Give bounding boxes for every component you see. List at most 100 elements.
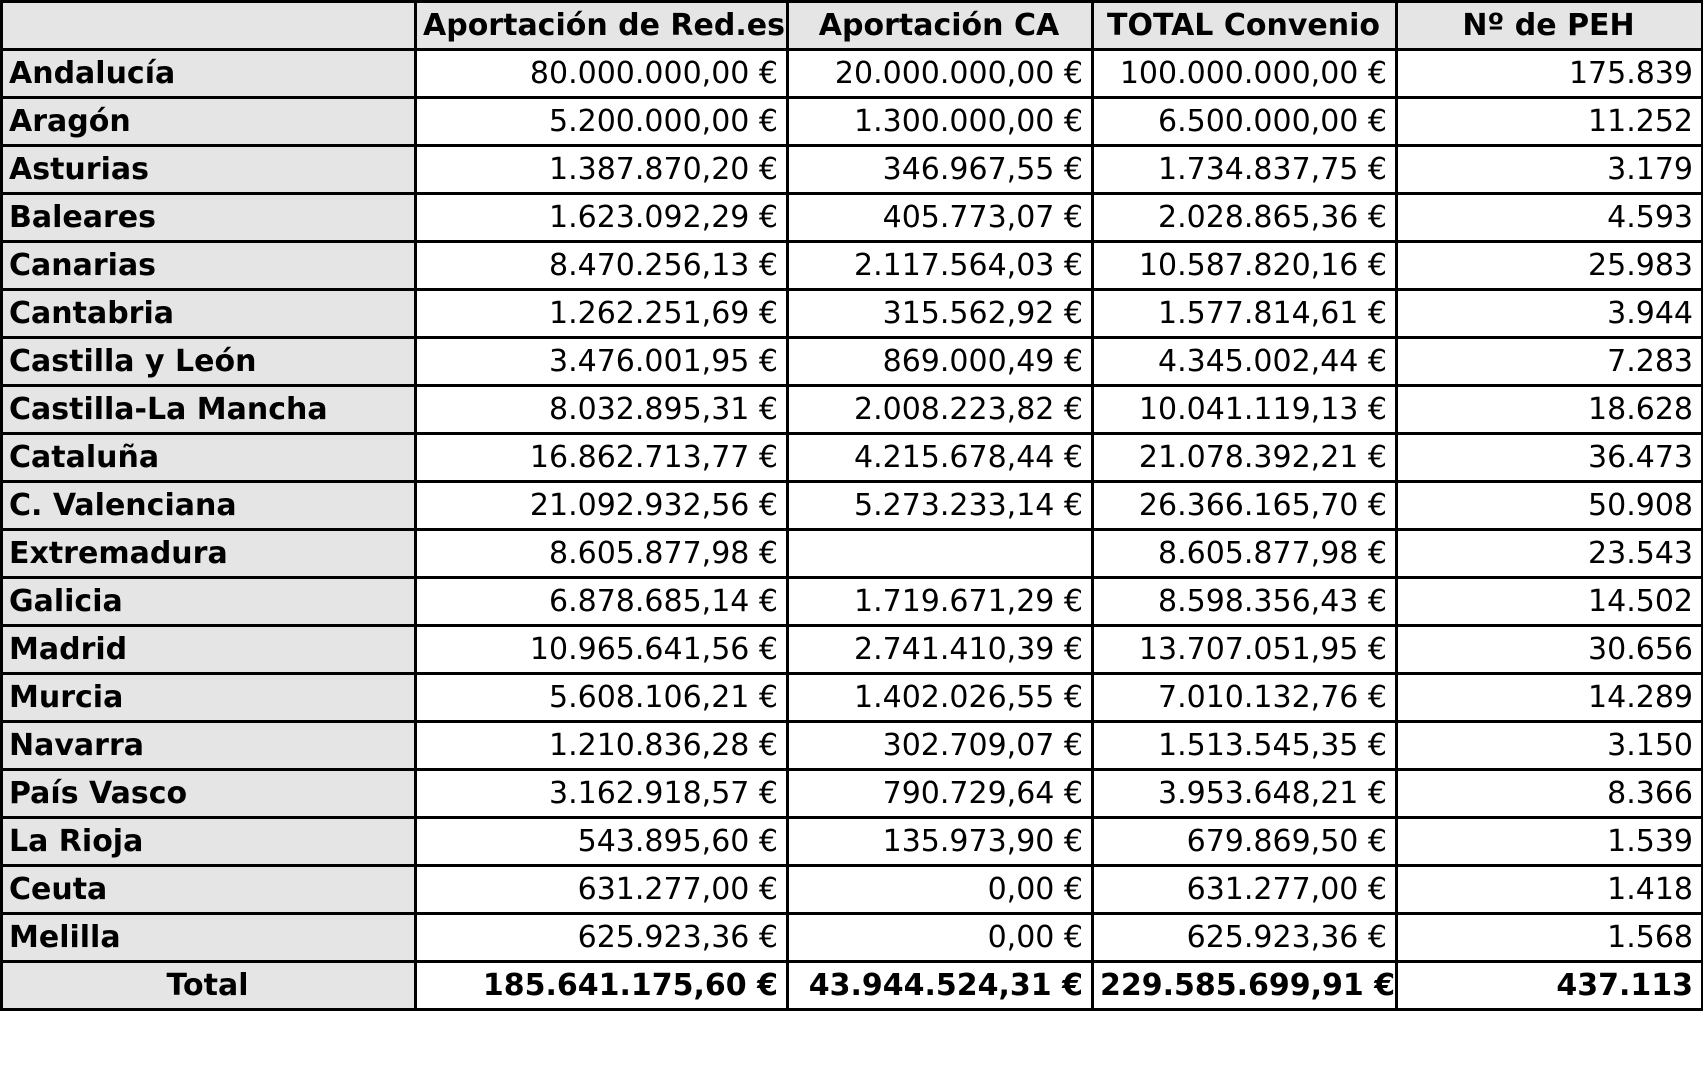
- table-row: La Rioja 543.895,60 €135.973,90 €679.869,…: [0, 816, 1703, 867]
- num-peh-cell: 1.539: [1395, 816, 1703, 867]
- region-name-cell: Asturias: [0, 144, 417, 195]
- num-peh-cell: 7.283: [1395, 336, 1703, 387]
- region-name-cell: Aragón: [0, 96, 417, 147]
- total-convenio-cell: 8.598.356,43 €: [1091, 576, 1398, 627]
- num-peh-cell: 11.252: [1395, 96, 1703, 147]
- num-peh-cell: 25.983: [1395, 240, 1703, 291]
- table-row: Cataluña 16.862.713,77 €4.215.678,44 €21.…: [0, 432, 1703, 483]
- red-es-cell: 631.277,00 €: [414, 864, 789, 915]
- red-es-cell: 8.032.895,31 €: [414, 384, 789, 435]
- region-name-cell: Extremadura: [0, 528, 417, 579]
- red-es-cell: 5.200.000,00 €: [414, 96, 789, 147]
- header-aportacion-ca: Aportación CA: [786, 0, 1094, 51]
- num-peh-cell: 1.418: [1395, 864, 1703, 915]
- header-row: Aportación de Red.es Aportación CA TOTAL…: [0, 0, 1703, 51]
- aportacion-ca-cell: 869.000,49 €: [786, 336, 1094, 387]
- aportacion-ca-cell: [786, 528, 1094, 579]
- aportacion-ca-cell: 0,00 €: [786, 864, 1094, 915]
- total-convenio-cell: 10.041.119,13 €: [1091, 384, 1398, 435]
- region-name-cell: Navarra: [0, 720, 417, 771]
- total-convenio-cell: 13.707.051,95 €: [1091, 624, 1398, 675]
- table-row: Andalucía 80.000.000,00 €20.000.000,00 €1…: [0, 48, 1703, 99]
- table-row: Canarias 8.470.256,13 €2.117.564,03 €10.5…: [0, 240, 1703, 291]
- red-es-cell: 1.210.836,28 €: [414, 720, 789, 771]
- num-peh-cell: 14.289: [1395, 672, 1703, 723]
- total-aportacion-ca-cell: 43.944.524,31 €: [786, 960, 1094, 1011]
- header-red-es: Aportación de Red.es: [414, 0, 789, 51]
- table-row: Aragón 5.200.000,00 €1.300.000,00 €6.500.…: [0, 96, 1703, 147]
- num-peh-cell: 3.944: [1395, 288, 1703, 339]
- red-es-cell: 625.923,36 €: [414, 912, 789, 963]
- total-convenio-cell: 8.605.877,98 €: [1091, 528, 1398, 579]
- total-convenio-cell: 4.345.002,44 €: [1091, 336, 1398, 387]
- region-name-cell: Cantabria: [0, 288, 417, 339]
- red-es-cell: 1.387.870,20 €: [414, 144, 789, 195]
- aportacion-ca-cell: 1.719.671,29 €: [786, 576, 1094, 627]
- total-convenio-cell: 3.953.648,21 €: [1091, 768, 1398, 819]
- total-convenio-cell: 21.078.392,21 €: [1091, 432, 1398, 483]
- region-name-cell: Baleares: [0, 192, 417, 243]
- table-row: Navarra 1.210.836,28 €302.709,07 €1.513.5…: [0, 720, 1703, 771]
- table-row: Asturias 1.387.870,20 €346.967,55 €1.734.…: [0, 144, 1703, 195]
- table-row: Madrid 10.965.641,56 €2.741.410,39 €13.70…: [0, 624, 1703, 675]
- num-peh-cell: 30.656: [1395, 624, 1703, 675]
- total-total-convenio-cell: 229.585.699,91 €: [1091, 960, 1398, 1011]
- total-row: Total 185.641.175,60 €43.944.524,31 €229.…: [0, 960, 1703, 1011]
- total-convenio-cell: 1.734.837,75 €: [1091, 144, 1398, 195]
- aportacion-ca-cell: 302.709,07 €: [786, 720, 1094, 771]
- red-es-cell: 6.878.685,14 €: [414, 576, 789, 627]
- total-convenio-cell: 1.577.814,61 €: [1091, 288, 1398, 339]
- num-peh-cell: 36.473: [1395, 432, 1703, 483]
- num-peh-cell: 50.908: [1395, 480, 1703, 531]
- red-es-cell: 10.965.641,56 €: [414, 624, 789, 675]
- funding-table: Aportación de Red.es Aportación CA TOTAL…: [0, 0, 1703, 1011]
- red-es-cell: 5.608.106,21 €: [414, 672, 789, 723]
- num-peh-cell: 23.543: [1395, 528, 1703, 579]
- region-name-cell: Ceuta: [0, 864, 417, 915]
- table-row: Extremadura 8.605.877,98 €8.605.877,98 €2…: [0, 528, 1703, 579]
- table-row: Cantabria 1.262.251,69 €315.562,92 €1.577…: [0, 288, 1703, 339]
- table-row: País Vasco 3.162.918,57 €790.729,64 €3.95…: [0, 768, 1703, 819]
- header-total-convenio: TOTAL Convenio: [1091, 0, 1398, 51]
- region-name-cell: Andalucía: [0, 48, 417, 99]
- region-name-cell: Castilla y León: [0, 336, 417, 387]
- total-convenio-cell: 631.277,00 €: [1091, 864, 1398, 915]
- table-row: Baleares 1.623.092,29 €405.773,07 €2.028.…: [0, 192, 1703, 243]
- num-peh-cell: 4.593: [1395, 192, 1703, 243]
- table-row: Castilla y León 3.476.001,95 €869.000,49 …: [0, 336, 1703, 387]
- total-convenio-cell: 26.366.165,70 €: [1091, 480, 1398, 531]
- total-convenio-cell: 10.587.820,16 €: [1091, 240, 1398, 291]
- red-es-cell: 21.092.932,56 €: [414, 480, 789, 531]
- aportacion-ca-cell: 346.967,55 €: [786, 144, 1094, 195]
- total-convenio-cell: 2.028.865,36 €: [1091, 192, 1398, 243]
- aportacion-ca-cell: 1.402.026,55 €: [786, 672, 1094, 723]
- region-name-cell: C. Valenciana: [0, 480, 417, 531]
- table-row: Galicia 6.878.685,14 €1.719.671,29 €8.598…: [0, 576, 1703, 627]
- red-es-cell: 8.470.256,13 €: [414, 240, 789, 291]
- total-label-cell: Total: [0, 960, 417, 1011]
- total-convenio-cell: 625.923,36 €: [1091, 912, 1398, 963]
- aportacion-ca-cell: 20.000.000,00 €: [786, 48, 1094, 99]
- red-es-cell: 543.895,60 €: [414, 816, 789, 867]
- region-name-cell: La Rioja: [0, 816, 417, 867]
- region-name-cell: Castilla-La Mancha: [0, 384, 417, 435]
- total-convenio-cell: 100.000.000,00 €: [1091, 48, 1398, 99]
- num-peh-cell: 3.179: [1395, 144, 1703, 195]
- aportacion-ca-cell: 4.215.678,44 €: [786, 432, 1094, 483]
- region-name-cell: Canarias: [0, 240, 417, 291]
- region-name-cell: Murcia: [0, 672, 417, 723]
- num-peh-cell: 1.568: [1395, 912, 1703, 963]
- red-es-cell: 16.862.713,77 €: [414, 432, 789, 483]
- red-es-cell: 80.000.000,00 €: [414, 48, 789, 99]
- table-row: Castilla-La Mancha 8.032.895,31 €2.008.22…: [0, 384, 1703, 435]
- num-peh-cell: 8.366: [1395, 768, 1703, 819]
- total-convenio-cell: 679.869,50 €: [1091, 816, 1398, 867]
- total-num-peh-cell: 437.113: [1395, 960, 1703, 1011]
- total-convenio-cell: 1.513.545,35 €: [1091, 720, 1398, 771]
- aportacion-ca-cell: 135.973,90 €: [786, 816, 1094, 867]
- aportacion-ca-cell: 405.773,07 €: [786, 192, 1094, 243]
- header-num-peh: Nº de PEH: [1395, 0, 1703, 51]
- region-name-cell: País Vasco: [0, 768, 417, 819]
- total-red-es-cell: 185.641.175,60 €: [414, 960, 789, 1011]
- num-peh-cell: 3.150: [1395, 720, 1703, 771]
